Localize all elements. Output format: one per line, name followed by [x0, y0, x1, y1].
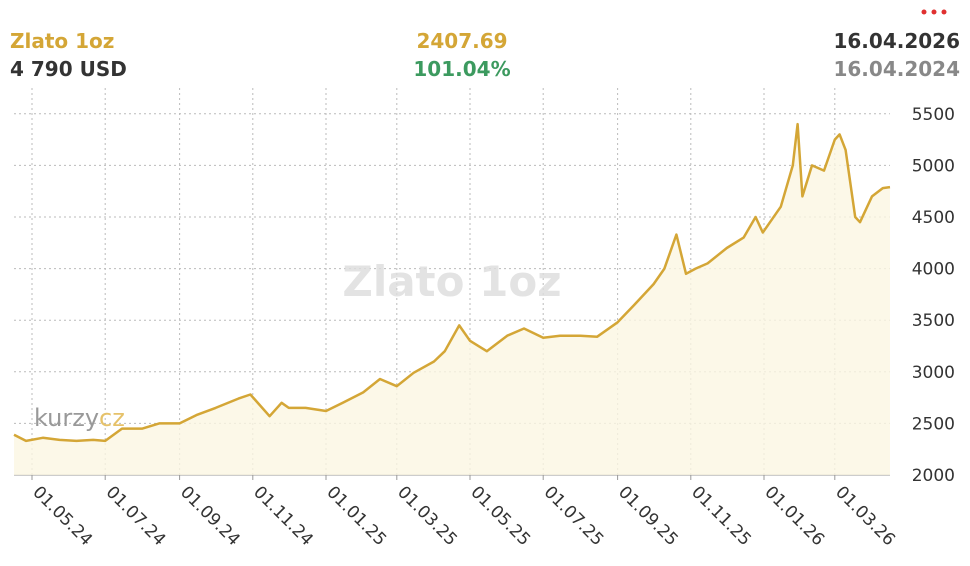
header-title: Zlato 1oz — [10, 29, 114, 53]
y-tick-label: 3500 — [912, 311, 955, 331]
date-from: 16.04.2024 — [833, 57, 960, 81]
line — [13, 122, 891, 443]
change-abs: 2407.69 — [416, 29, 507, 53]
y-tick-label: 2500 — [912, 414, 955, 434]
menu-dots[interactable] — [921, 9, 947, 15]
date-to: 16.04.2026 — [833, 29, 960, 53]
dot[interactable] — [941, 9, 947, 15]
logo: kurzycz — [34, 404, 125, 432]
y-tick-label: 5000 — [912, 156, 955, 176]
area — [14, 124, 890, 475]
logo-part: kurzy — [34, 404, 99, 432]
watermark: Zlato 1oz — [342, 257, 561, 306]
change-pct: 101.04% — [413, 57, 510, 81]
y-tick-label: 5500 — [912, 105, 955, 125]
dot[interactable] — [921, 9, 927, 15]
logo-part: cz — [99, 404, 125, 432]
y-tick-label: 4500 — [912, 208, 955, 228]
y-tick-label: 4000 — [912, 260, 955, 280]
y-tick-label: 3000 — [912, 363, 955, 383]
dot[interactable] — [931, 9, 937, 15]
y-tick-label: 2000 — [912, 466, 955, 486]
header-price: 4 790 USD — [10, 57, 127, 81]
